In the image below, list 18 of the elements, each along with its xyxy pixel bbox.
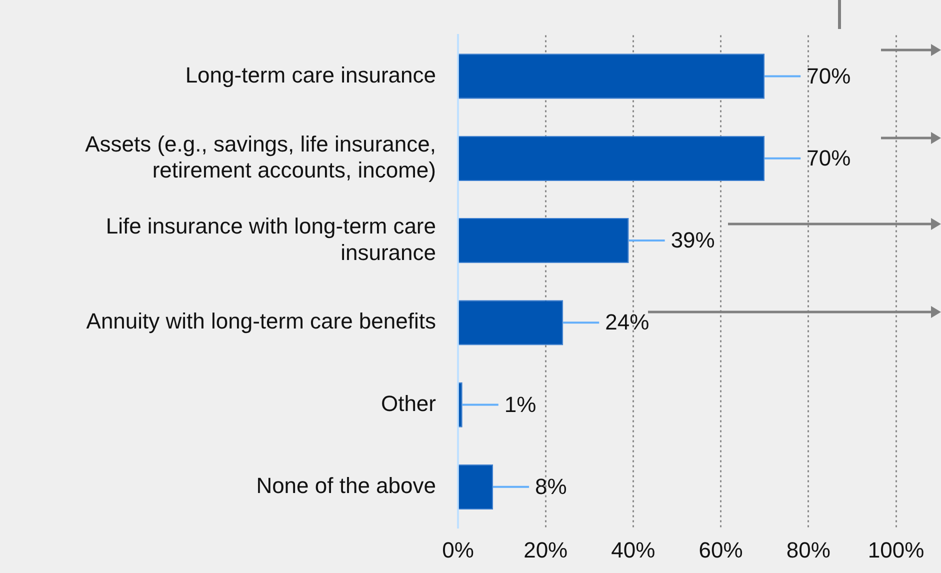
y-tick-label: Long-term care insurance xyxy=(185,62,436,88)
data-label: 70% xyxy=(806,145,851,170)
y-tick-label: None of the above xyxy=(256,472,436,498)
data-label: 24% xyxy=(605,310,650,335)
data-label: 70% xyxy=(806,63,851,88)
y-tick-label: Annuity with long-term care benefits xyxy=(86,308,436,334)
data-label: 8% xyxy=(535,474,567,499)
x-tick-label: 20% xyxy=(524,537,568,562)
y-tick-label: Life insurance with long-term care insurance xyxy=(106,213,436,265)
x-tick-label: 80% xyxy=(786,537,830,562)
x-tick-label: 40% xyxy=(611,537,656,562)
data-label: 39% xyxy=(670,228,715,253)
y-tick-label: Other xyxy=(380,390,436,416)
x-tick-label: 0% xyxy=(442,537,474,562)
y-tick-label: Assets (e.g., savings, life insurance, retirement accounts, income) xyxy=(85,131,436,183)
x-tick-label: 100% xyxy=(868,537,924,562)
x-tick-label: 60% xyxy=(698,537,743,562)
data-label: 1% xyxy=(504,392,536,417)
